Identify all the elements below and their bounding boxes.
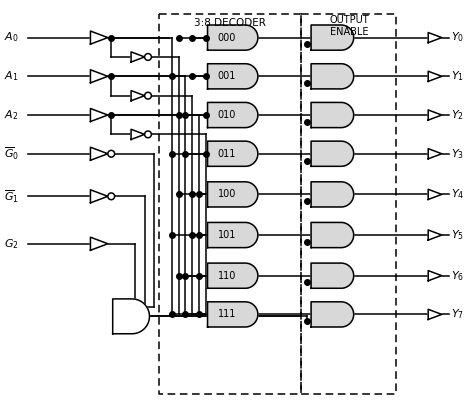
Circle shape	[108, 193, 115, 200]
Text: 101: 101	[218, 230, 236, 240]
Polygon shape	[428, 33, 442, 43]
Text: $A_1$: $A_1$	[4, 69, 19, 83]
Text: $Y_6$: $Y_6$	[452, 269, 465, 283]
Text: $\overline{G}_1$: $\overline{G}_1$	[4, 188, 19, 205]
Text: $Y_0$: $Y_0$	[452, 31, 465, 44]
Circle shape	[145, 92, 152, 99]
Polygon shape	[311, 182, 354, 207]
Text: 001: 001	[218, 71, 236, 81]
Text: $Y_3$: $Y_3$	[452, 147, 465, 161]
Polygon shape	[207, 263, 258, 288]
Polygon shape	[131, 91, 145, 101]
Polygon shape	[90, 31, 108, 44]
Polygon shape	[428, 110, 442, 120]
Text: $A_0$: $A_0$	[4, 31, 19, 44]
Polygon shape	[207, 103, 258, 128]
Text: 000: 000	[218, 33, 236, 42]
Polygon shape	[311, 263, 354, 288]
Text: 011: 011	[218, 149, 236, 159]
Polygon shape	[311, 25, 354, 50]
Polygon shape	[428, 309, 442, 319]
Text: 111: 111	[218, 309, 236, 319]
Polygon shape	[428, 189, 442, 199]
Text: $Y_2$: $Y_2$	[452, 108, 465, 122]
Polygon shape	[428, 149, 442, 159]
Polygon shape	[311, 103, 354, 128]
Text: $A_2$: $A_2$	[4, 108, 19, 122]
Text: $Y_5$: $Y_5$	[452, 228, 465, 242]
Polygon shape	[90, 108, 108, 122]
Polygon shape	[207, 302, 258, 327]
Polygon shape	[311, 141, 354, 166]
Polygon shape	[207, 64, 258, 89]
Text: 010: 010	[218, 110, 236, 120]
Polygon shape	[311, 222, 354, 248]
Text: $G_2$: $G_2$	[4, 237, 19, 250]
Polygon shape	[131, 129, 145, 139]
Polygon shape	[90, 70, 108, 83]
Polygon shape	[90, 147, 108, 160]
Polygon shape	[207, 182, 258, 207]
Text: 3:8 DECODER: 3:8 DECODER	[194, 18, 266, 28]
Polygon shape	[90, 190, 108, 203]
Text: $\overline{G}_0$: $\overline{G}_0$	[4, 145, 20, 162]
Polygon shape	[311, 302, 354, 327]
Polygon shape	[207, 222, 258, 248]
Circle shape	[145, 131, 152, 138]
Circle shape	[108, 150, 115, 157]
Polygon shape	[207, 25, 258, 50]
Polygon shape	[428, 271, 442, 281]
Text: $Y_1$: $Y_1$	[452, 69, 465, 83]
Polygon shape	[131, 52, 145, 62]
Polygon shape	[113, 299, 149, 334]
Polygon shape	[311, 64, 354, 89]
Polygon shape	[428, 230, 442, 240]
Polygon shape	[428, 71, 442, 82]
Text: 110: 110	[218, 271, 236, 281]
Polygon shape	[90, 237, 108, 250]
Text: $Y_4$: $Y_4$	[452, 187, 465, 201]
Text: $Y_7$: $Y_7$	[452, 307, 465, 321]
Text: 100: 100	[218, 190, 236, 199]
Polygon shape	[207, 141, 258, 166]
Circle shape	[145, 54, 152, 60]
Text: OUTPUT
ENABLE: OUTPUT ENABLE	[329, 15, 369, 37]
